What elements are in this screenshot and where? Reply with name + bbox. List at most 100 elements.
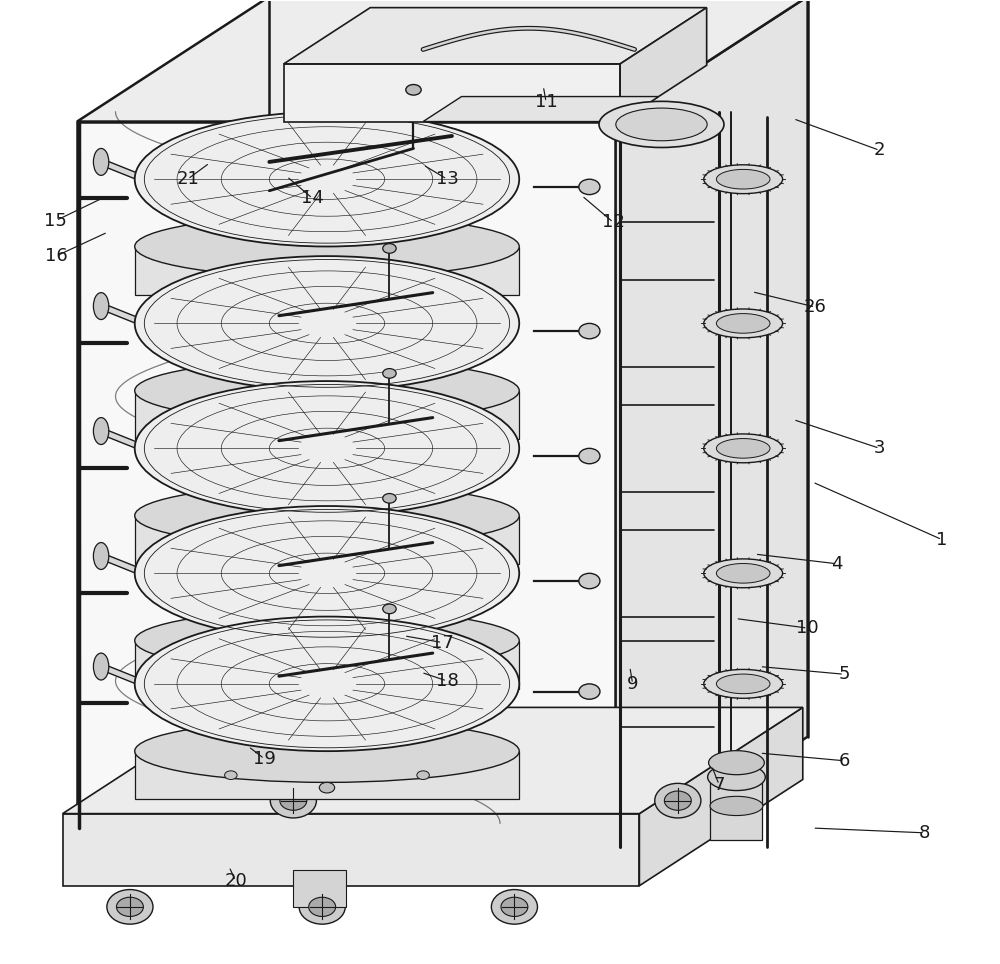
Text: 7: 7 <box>713 776 725 793</box>
Ellipse shape <box>417 771 429 780</box>
Text: 1: 1 <box>936 530 948 549</box>
Ellipse shape <box>135 215 519 278</box>
Polygon shape <box>63 708 803 814</box>
Ellipse shape <box>93 417 109 444</box>
Ellipse shape <box>710 796 763 816</box>
Text: 18: 18 <box>436 672 459 690</box>
Ellipse shape <box>616 108 707 141</box>
Polygon shape <box>135 247 519 295</box>
Ellipse shape <box>135 381 519 516</box>
Ellipse shape <box>579 683 600 699</box>
Ellipse shape <box>319 547 335 557</box>
Text: 6: 6 <box>838 752 850 770</box>
Polygon shape <box>135 641 519 688</box>
Text: 9: 9 <box>627 675 638 693</box>
Text: 26: 26 <box>804 298 827 316</box>
Ellipse shape <box>704 669 783 698</box>
Ellipse shape <box>135 720 519 783</box>
Ellipse shape <box>716 564 770 583</box>
Ellipse shape <box>579 448 600 464</box>
Text: 3: 3 <box>874 440 885 457</box>
Ellipse shape <box>225 771 237 780</box>
Ellipse shape <box>135 506 519 641</box>
Ellipse shape <box>135 617 519 751</box>
Ellipse shape <box>704 559 783 588</box>
Ellipse shape <box>579 179 600 195</box>
Text: 21: 21 <box>176 171 199 188</box>
Ellipse shape <box>319 783 335 793</box>
Text: 12: 12 <box>602 213 625 231</box>
Ellipse shape <box>704 309 783 337</box>
Ellipse shape <box>280 791 307 811</box>
Text: 4: 4 <box>831 554 842 573</box>
Ellipse shape <box>716 170 770 189</box>
Ellipse shape <box>319 672 335 683</box>
Ellipse shape <box>579 574 600 589</box>
Ellipse shape <box>491 890 537 924</box>
Text: 16: 16 <box>45 247 67 265</box>
Ellipse shape <box>135 484 519 547</box>
Text: 10: 10 <box>796 619 819 637</box>
Ellipse shape <box>716 439 770 458</box>
Ellipse shape <box>319 422 335 433</box>
Polygon shape <box>63 814 639 886</box>
Bar <box>710 774 762 840</box>
Ellipse shape <box>135 360 519 422</box>
Ellipse shape <box>135 609 519 672</box>
Polygon shape <box>135 390 519 439</box>
Ellipse shape <box>135 112 519 247</box>
Ellipse shape <box>319 278 335 288</box>
Bar <box>293 870 346 907</box>
Polygon shape <box>284 8 707 64</box>
Ellipse shape <box>664 791 691 811</box>
Ellipse shape <box>709 751 764 775</box>
Ellipse shape <box>716 674 770 694</box>
Polygon shape <box>135 751 519 799</box>
Ellipse shape <box>708 763 765 790</box>
Ellipse shape <box>579 323 600 338</box>
Polygon shape <box>620 8 707 121</box>
Ellipse shape <box>225 411 237 419</box>
Ellipse shape <box>383 368 396 378</box>
Ellipse shape <box>225 535 237 544</box>
Ellipse shape <box>406 85 421 95</box>
Text: 8: 8 <box>919 824 931 842</box>
Ellipse shape <box>135 256 519 390</box>
Polygon shape <box>77 0 808 121</box>
Polygon shape <box>135 516 519 564</box>
Ellipse shape <box>270 784 316 817</box>
Polygon shape <box>639 708 803 886</box>
Ellipse shape <box>93 543 109 570</box>
Ellipse shape <box>309 897 336 917</box>
Ellipse shape <box>417 266 429 275</box>
Text: 15: 15 <box>44 211 67 229</box>
Ellipse shape <box>383 244 396 254</box>
Ellipse shape <box>417 411 429 419</box>
Text: 20: 20 <box>224 871 247 890</box>
Ellipse shape <box>417 660 429 669</box>
Ellipse shape <box>299 890 345 924</box>
Polygon shape <box>615 0 808 862</box>
Text: 19: 19 <box>253 750 276 768</box>
Text: 13: 13 <box>436 171 459 188</box>
Ellipse shape <box>716 313 770 334</box>
Text: 14: 14 <box>301 190 324 207</box>
Ellipse shape <box>225 266 237 275</box>
Ellipse shape <box>704 165 783 194</box>
Ellipse shape <box>383 494 396 503</box>
Polygon shape <box>423 96 659 121</box>
Text: 11: 11 <box>535 94 558 111</box>
Ellipse shape <box>501 897 528 917</box>
Ellipse shape <box>655 784 701 817</box>
Text: 5: 5 <box>838 665 850 683</box>
Ellipse shape <box>417 535 429 544</box>
Ellipse shape <box>93 293 109 319</box>
Ellipse shape <box>383 604 396 614</box>
Ellipse shape <box>225 660 237 669</box>
Polygon shape <box>77 121 615 862</box>
Ellipse shape <box>116 897 143 917</box>
Text: 17: 17 <box>431 633 454 652</box>
Ellipse shape <box>704 434 783 463</box>
Ellipse shape <box>599 101 724 147</box>
Ellipse shape <box>93 653 109 680</box>
